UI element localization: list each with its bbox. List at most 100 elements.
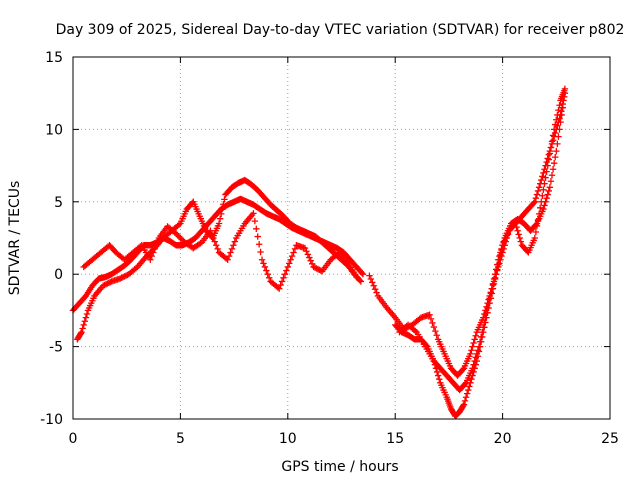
data-point [412, 327, 419, 335]
data-point [486, 295, 493, 302]
data-point [544, 155, 551, 162]
data-point [516, 234, 523, 242]
data-point [461, 397, 469, 405]
data-point [554, 140, 561, 148]
data-point [557, 118, 564, 126]
data-point [477, 333, 485, 341]
data-point [489, 280, 497, 288]
data-point [470, 339, 477, 347]
data-point [426, 311, 433, 318]
plot-frame [72, 56, 611, 420]
data-point [470, 361, 477, 368]
data-point [536, 204, 544, 212]
data-point [121, 273, 128, 280]
data-point [154, 238, 161, 245]
data-point [433, 332, 440, 339]
data-point [137, 243, 144, 250]
data-point [174, 231, 181, 239]
data-point [367, 275, 375, 283]
data-point [178, 236, 186, 243]
data-point [122, 272, 130, 279]
data-point [460, 402, 467, 409]
data-point [314, 265, 322, 273]
data-point [498, 245, 505, 253]
data-point [81, 318, 89, 325]
data-point [430, 323, 438, 331]
y-axis-label: SDTVAR / TECUs [7, 181, 23, 296]
data-point [231, 238, 239, 245]
data-point [148, 252, 155, 260]
data-point [466, 383, 473, 390]
x-tick-label: 5 [176, 431, 185, 447]
y-tick-label: 0 [54, 267, 63, 283]
data-point [149, 249, 157, 256]
data-point [353, 273, 360, 281]
data-point [558, 111, 565, 119]
data-point [278, 278, 286, 285]
data-point [475, 343, 483, 350]
data-point [485, 299, 492, 307]
data-point [306, 254, 313, 261]
data-point [119, 273, 127, 281]
y-tick-label: 10 [45, 122, 63, 138]
axes-layer: 0 5 10 15 20 25 -10 -5 0 5 10 15 [40, 50, 619, 447]
data-point [484, 304, 491, 312]
data-point [433, 368, 441, 376]
data-point [301, 244, 309, 252]
data-point [117, 275, 124, 282]
data-point [532, 194, 540, 202]
data-point [371, 285, 379, 293]
data-point [220, 201, 227, 208]
data-point [462, 394, 470, 401]
data-point [432, 327, 439, 335]
x-tick-label: 20 [494, 431, 512, 447]
data-point [473, 350, 481, 358]
series-track-c [80, 210, 360, 292]
x-tick-label: 0 [69, 431, 78, 447]
data-point [79, 325, 86, 332]
data-point [476, 338, 484, 345]
y-tick-label: 5 [54, 195, 63, 211]
data-point [257, 248, 264, 256]
data-point [534, 187, 542, 195]
data-point [556, 115, 563, 122]
data-point [288, 252, 296, 260]
data-point [556, 102, 563, 109]
data-point [548, 172, 556, 179]
data-point [513, 223, 520, 231]
data-point [478, 328, 486, 336]
data-point [290, 249, 297, 256]
data-point [317, 267, 324, 274]
data-point [480, 324, 487, 331]
data-point [308, 260, 316, 268]
data-point [434, 372, 442, 379]
data-point [260, 260, 267, 267]
data-point [281, 271, 289, 278]
data-point [276, 285, 283, 292]
data-point [370, 282, 377, 289]
data-point [80, 321, 87, 329]
data-point [219, 205, 226, 213]
data-point [488, 285, 496, 292]
data-point [172, 230, 180, 237]
data-point [468, 347, 475, 354]
data-point [543, 168, 550, 175]
data-point [77, 330, 85, 337]
data-point [373, 289, 380, 296]
data-point [132, 264, 140, 272]
data-point [500, 238, 507, 245]
data-point [99, 282, 107, 289]
data-point [254, 233, 261, 240]
data-point [436, 375, 443, 383]
data-point [264, 271, 271, 278]
data-point [540, 205, 547, 213]
x-axis-label: GPS time / hours [281, 459, 398, 475]
data-point [258, 256, 266, 263]
data-point [544, 162, 551, 169]
x-tick-label: 15 [386, 431, 404, 447]
data-point [429, 319, 436, 327]
data-point [542, 174, 549, 181]
data-point [472, 354, 479, 361]
data-point [471, 357, 478, 365]
data-point [313, 265, 320, 272]
